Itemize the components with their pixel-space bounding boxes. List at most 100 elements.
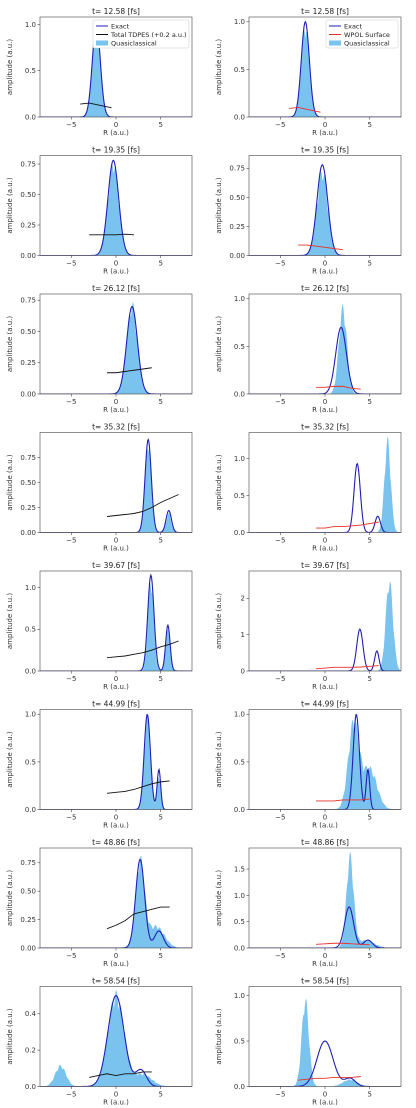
y-tick-label: 0.0: [25, 1083, 36, 1091]
exact-line: [40, 994, 192, 1087]
x-axis-label: R (a.u.): [103, 545, 129, 553]
panel-title: t= 39.67 [fs]: [301, 561, 349, 570]
exact-line: [40, 713, 192, 810]
x-axis-label: R (a.u.): [103, 822, 129, 830]
quasiclassical-area: [40, 715, 192, 810]
plot-area: [249, 581, 401, 671]
x-tick-label: 5: [367, 121, 371, 129]
y-tick-label: 0.00: [229, 252, 245, 260]
quasiclassical-area: [249, 436, 401, 533]
x-tick-label: 0: [323, 537, 327, 545]
x-tick-label: 5: [158, 537, 162, 545]
y-tick-label: 0.0: [234, 1083, 245, 1091]
y-axis-label: amplitude (a.u.): [6, 454, 14, 511]
y-tick-label: 0.00: [20, 252, 36, 260]
panel-7-right: −5 0 5 0.0 0.5 1.0 1.5 t= 48.86 [fs] R (a.u.) amp…: [215, 838, 402, 968]
x-tick-label: 0: [323, 121, 327, 129]
panel-title: t= 44.99 [fs]: [301, 700, 349, 709]
plot-area: [249, 851, 401, 948]
quasiclassical-area: [40, 990, 192, 1087]
plot-area: [40, 23, 192, 117]
panel-title: t= 19.35 [fs]: [301, 146, 349, 155]
x-tick-label: 5: [367, 952, 371, 960]
plot-area: [249, 20, 401, 117]
x-tick-label: 5: [158, 675, 162, 683]
panel-4-right: −5 0 5 0.0 0.5 1.0 t= 35.32 [fs] R (a.u.) amplit…: [215, 423, 402, 553]
x-axis-label: R (a.u.): [312, 960, 338, 968]
y-tick-label: 0.75: [20, 160, 36, 168]
y-tick-label: 1.0: [25, 21, 36, 29]
plot-area: [249, 304, 401, 394]
exact-line: [40, 438, 192, 533]
y-axis-label: amplitude (a.u.): [6, 316, 14, 373]
plot-area: [249, 998, 401, 1087]
x-tick-label: 5: [158, 1091, 162, 1099]
x-tick-label: 0: [323, 398, 327, 406]
y-tick-label: 0.0: [234, 944, 245, 952]
x-tick-label: 5: [158, 814, 162, 822]
y-tick-label: 0.5: [25, 758, 36, 766]
panel-8-right: −5 0 5 0.0 0.5 1.0 t= 58.54 [fs] R (a.u.) amplit…: [215, 977, 402, 1107]
x-axis-label: R (a.u.): [103, 406, 129, 414]
plot-area: [249, 164, 401, 256]
y-axis-label: amplitude (a.u.): [215, 316, 223, 373]
tdpes-line: [89, 1071, 152, 1078]
y-tick-label: 1.0: [25, 584, 36, 592]
y-tick-label: 0.0: [234, 529, 245, 537]
tdpes-line: [107, 494, 179, 517]
axes-frame: [248, 986, 402, 1087]
wpol-surface-line: [316, 942, 370, 946]
y-axis-label: amplitude (a.u.): [6, 593, 14, 650]
y-tick-label: 0.00: [20, 944, 36, 952]
x-tick-label: −5: [275, 398, 285, 406]
quasiclassical-area: [40, 162, 192, 256]
panel-title: t= 19.35 [fs]: [92, 146, 140, 155]
y-axis-label: amplitude (a.u.): [215, 39, 223, 96]
y-axis-label: amplitude (a.u.): [215, 593, 223, 650]
legend-label: Quasiclassical: [344, 39, 390, 47]
x-tick-label: −5: [66, 537, 76, 545]
x-tick-label: 5: [158, 260, 162, 268]
y-tick-label: 1.0: [234, 18, 245, 26]
panel-6-left: −5 0 5 0.0 0.5 1.0 t= 44.99 [fs] R (a.u.) amplit…: [6, 700, 193, 830]
y-tick-label: 2: [241, 595, 245, 603]
y-tick-label: 0.0: [234, 806, 245, 814]
y-tick-label: 0.0: [234, 113, 245, 121]
panel-2-right: −5 0 5 0.00 0.25 0.50 0.75 t= 19.35 [fs] R (a.u.…: [215, 146, 402, 276]
panel-5-left: −5 0 5 0.0 0.5 1.0 t= 39.67 [fs] R (a.u.) amplit…: [6, 561, 193, 691]
wpol-surface-line: [316, 665, 379, 670]
y-tick-label: 0.25: [20, 504, 36, 512]
x-tick-label: 0: [114, 675, 118, 683]
x-tick-label: −5: [66, 260, 76, 268]
plot-area: [249, 436, 401, 533]
axes-frame: [39, 293, 193, 395]
axes-frame: [39, 847, 193, 949]
x-tick-label: −5: [66, 121, 76, 129]
plot-area: [40, 855, 192, 948]
y-tick-label: 0: [241, 667, 245, 675]
panel-title: t= 58.54 [fs]: [301, 977, 349, 986]
panel-title: t= 35.32 [fs]: [301, 423, 349, 432]
tdpes-line: [107, 640, 179, 659]
tdpes-line: [107, 367, 152, 374]
x-tick-label: 0: [323, 260, 327, 268]
exact-line: [249, 462, 401, 533]
quasiclassical-area: [40, 855, 192, 948]
y-tick-label: 0.50: [20, 479, 36, 487]
panel-title: t= 26.12 [fs]: [301, 284, 349, 293]
x-axis-label: R (a.u.): [312, 1099, 338, 1107]
quasiclassical-area: [249, 581, 401, 671]
plot-area: [40, 573, 192, 671]
x-tick-label: −5: [275, 675, 285, 683]
quasiclassical-area: [249, 304, 401, 394]
y-tick-label: 0.5: [234, 758, 245, 766]
x-axis-label: R (a.u.): [103, 129, 129, 137]
panel-title: t= 12.58 [fs]: [92, 7, 140, 16]
x-tick-label: 5: [158, 398, 162, 406]
y-tick-label: 0.50: [20, 888, 36, 896]
y-tick-label: 0.0: [25, 113, 36, 121]
x-tick-label: 0: [114, 814, 118, 822]
y-tick-label: 1.0: [234, 711, 245, 719]
